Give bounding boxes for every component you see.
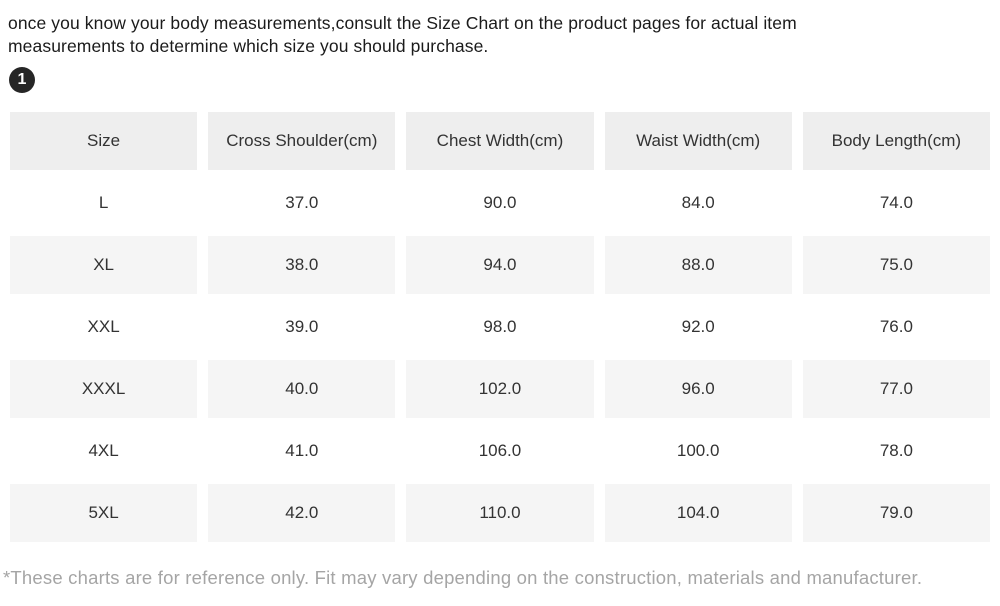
chest-width-cell: 102.0	[406, 360, 594, 418]
step-1-badge-label: 1	[17, 71, 27, 88]
waist-width-cell: 100.0	[604, 422, 792, 480]
waist-width-cell: 96.0	[604, 360, 792, 418]
chest-width-cell: 110.0	[406, 484, 594, 542]
size-cell: 5XL	[10, 484, 198, 542]
chest-width-cell: 90.0	[406, 174, 594, 232]
size-cell: L	[10, 174, 198, 232]
body-length-cell: 78.0	[802, 422, 990, 480]
cross-shoulder-cell: 42.0	[208, 484, 396, 542]
header-row: Size Cross Shoulder(cm) Chest Width(cm) …	[10, 112, 990, 170]
size-cell: XL	[10, 236, 198, 294]
waist-width-cell: 104.0	[604, 484, 792, 542]
cross-shoulder-cell: 41.0	[208, 422, 396, 480]
size-chart-header: Size Cross Shoulder(cm) Chest Width(cm) …	[10, 112, 990, 170]
size-cell: 4XL	[10, 422, 198, 480]
chest-width-cell: 98.0	[406, 298, 594, 356]
waist-width-cell: 84.0	[604, 174, 792, 232]
body-length-cell: 79.0	[802, 484, 990, 542]
table-row-l: L 37.0 90.0 84.0 74.0	[10, 174, 990, 232]
footnote-text: *These charts are for reference only. Fi…	[3, 567, 923, 588]
table-row-xl: XL 38.0 94.0 88.0 75.0	[10, 236, 990, 294]
size-cell: XXL	[10, 298, 198, 356]
waist-width-cell: 92.0	[604, 298, 792, 356]
body-length-cell: 76.0	[802, 298, 990, 356]
cross-shoulder-cell: 39.0	[208, 298, 396, 356]
intro-text: once you know your body measurements,con…	[8, 13, 797, 56]
chest-width-cell: 94.0	[406, 236, 594, 294]
table-row-4xl: 4XL 41.0 106.0 100.0 78.0	[10, 422, 990, 480]
size-chart-body: L 37.0 90.0 84.0 74.0 XL 38.0 94.0 88.0 …	[10, 174, 990, 542]
size-chart-table: Size Cross Shoulder(cm) Chest Width(cm) …	[0, 108, 1000, 546]
size-cell: XXXL	[10, 360, 198, 418]
body-length-cell: 74.0	[802, 174, 990, 232]
waist-width-cell: 88.0	[604, 236, 792, 294]
step-1-badge: 1	[9, 67, 35, 93]
table-row-xxl: XXL 39.0 98.0 92.0 76.0	[10, 298, 990, 356]
column-header-waist-width: Waist Width(cm)	[604, 112, 792, 170]
table-row-xxxl: XXXL 40.0 102.0 96.0 77.0	[10, 360, 990, 418]
column-header-body-length: Body Length(cm)	[802, 112, 990, 170]
cross-shoulder-cell: 40.0	[208, 360, 396, 418]
chest-width-cell: 106.0	[406, 422, 594, 480]
column-header-chest-width: Chest Width(cm)	[406, 112, 594, 170]
cross-shoulder-cell: 37.0	[208, 174, 396, 232]
cross-shoulder-cell: 38.0	[208, 236, 396, 294]
column-header-cross-shoulder: Cross Shoulder(cm)	[208, 112, 396, 170]
body-length-cell: 75.0	[802, 236, 990, 294]
column-header-size: Size	[10, 112, 198, 170]
table-row-5xl: 5XL 42.0 110.0 104.0 79.0	[10, 484, 990, 542]
body-length-cell: 77.0	[802, 360, 990, 418]
